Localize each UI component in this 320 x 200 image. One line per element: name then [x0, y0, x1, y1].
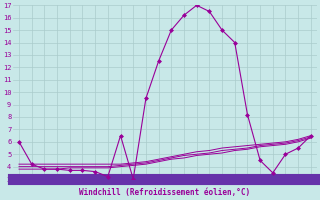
X-axis label: Windchill (Refroidissement éolien,°C): Windchill (Refroidissement éolien,°C) — [79, 188, 251, 197]
